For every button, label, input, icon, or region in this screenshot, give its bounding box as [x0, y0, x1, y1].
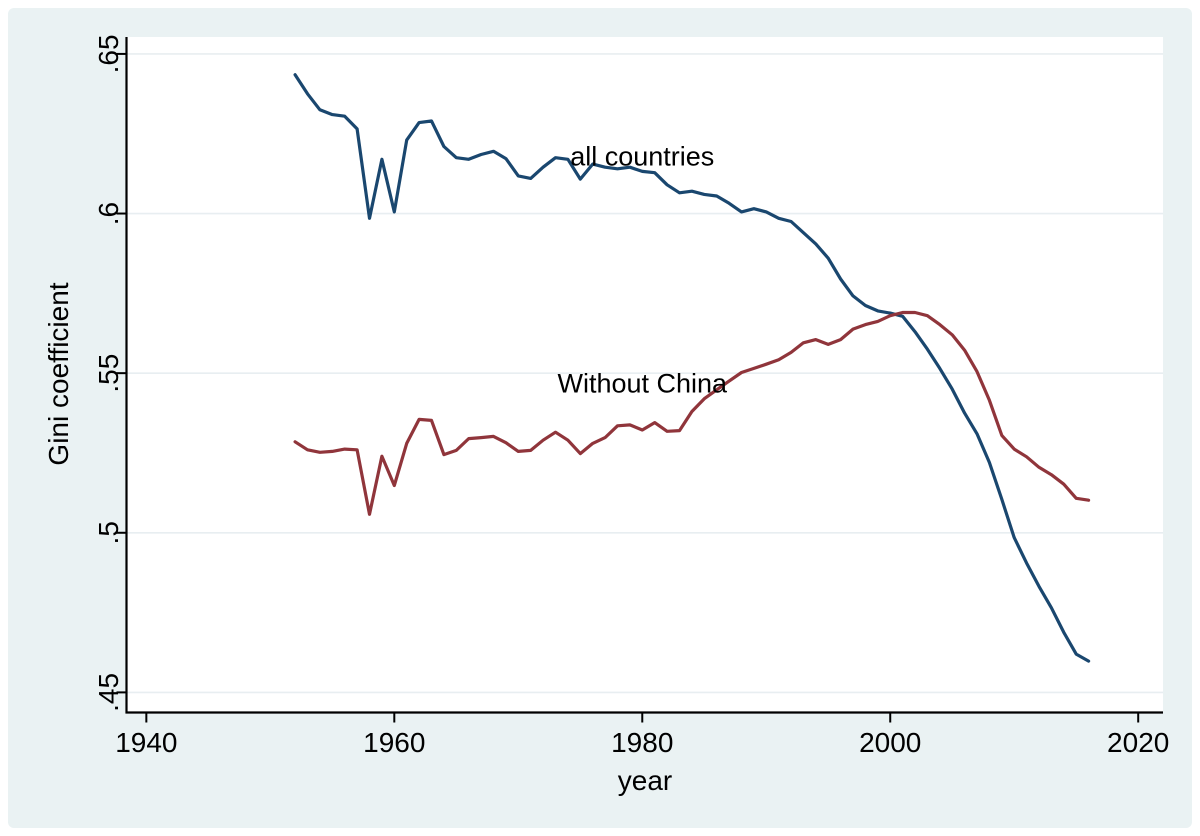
gridlines [126, 53, 1163, 694]
axes [125, 37, 1163, 714]
series-labels: all countries Without China [557, 141, 728, 398]
x-tick-label: 1980 [611, 727, 673, 758]
y-tick-label: .55 [93, 354, 124, 393]
x-tick-label: 2000 [859, 727, 921, 758]
x-tick-label: 2020 [1107, 727, 1169, 758]
y-tick-label: .45 [93, 673, 124, 712]
plot-area [126, 37, 1163, 713]
x-tick-label: 1960 [363, 727, 425, 758]
series-line-without-china [293, 310, 1091, 516]
y-axis-ticks: .65 .6 .55 .5 .45 [93, 34, 127, 712]
series-line-all-countries [293, 73, 1091, 663]
y-axis-title: Gini coefficient [43, 282, 74, 465]
x-tick-label: 1940 [115, 727, 177, 758]
y-tick-label: .65 [93, 34, 124, 73]
series-lines [293, 73, 1091, 663]
annotation-label: Without China [557, 368, 728, 398]
y-tick-label: .5 [93, 521, 124, 544]
x-axis-title: year [618, 765, 672, 796]
y-tick-label: .6 [93, 202, 124, 225]
x-axis-ticks: 1940 1960 1980 2000 2020 [115, 712, 1169, 758]
annotation-label: all countries [570, 141, 714, 171]
